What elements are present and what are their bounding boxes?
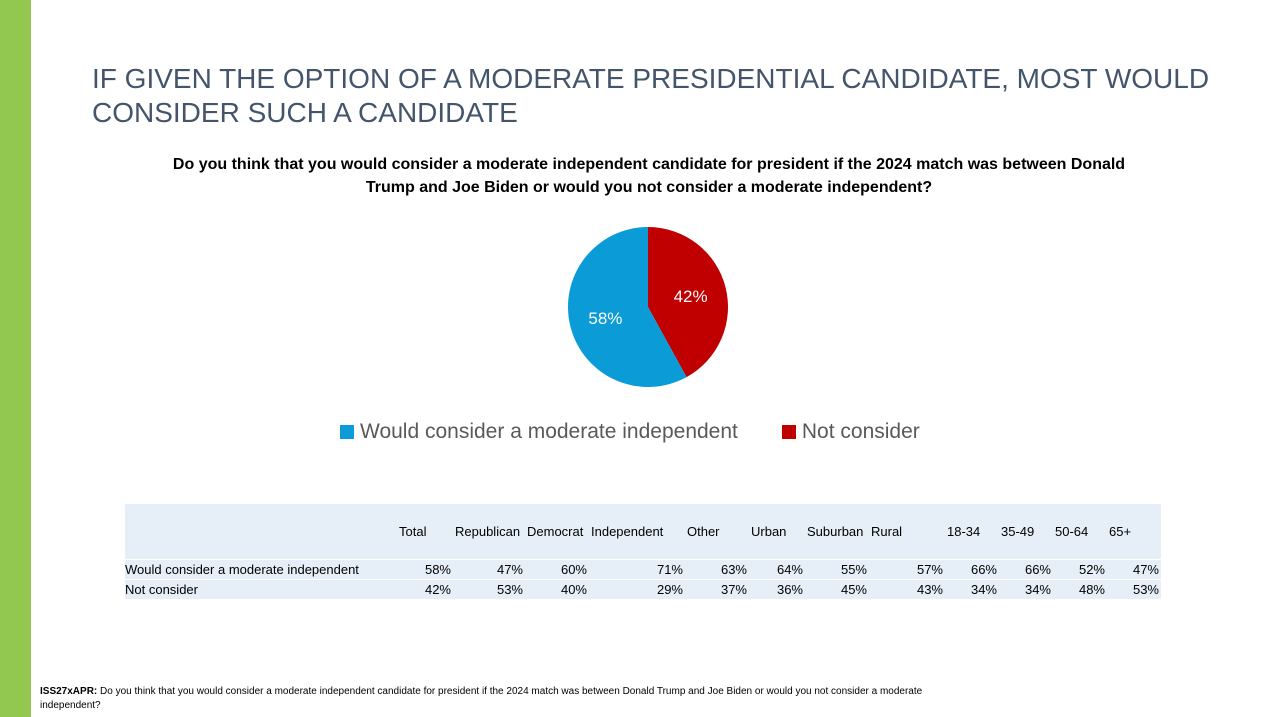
table-cell: 71%: [589, 559, 685, 580]
table-cell: 55%: [805, 559, 869, 580]
pie-chart: 42% 58%: [565, 224, 731, 390]
table-cell: 66%: [945, 559, 999, 580]
table-column-header: Suburban: [805, 504, 869, 560]
pie-slice-would-consider: [568, 227, 687, 387]
table-header-row: Total Republican Democrat Independent Other U…: [125, 504, 1161, 560]
legend-item: Not consider: [781, 420, 920, 444]
pie-svg: 42% 58%: [568, 227, 728, 387]
table-cell: 66%: [999, 559, 1053, 580]
table-cell: 47%: [453, 559, 525, 580]
table-cell: 58%: [397, 559, 453, 580]
table-column-header: 35-49: [999, 504, 1053, 560]
table-cell: 45%: [805, 579, 869, 599]
slide-title: IF GIVEN THE OPTION OF A MODERATE PRESID…: [92, 63, 1210, 128]
table-column-header: Independent: [589, 504, 685, 560]
pie-label-would-consider: 58%: [588, 309, 622, 328]
table-cell: 53%: [1107, 579, 1161, 599]
table-cell: 29%: [589, 579, 685, 599]
table-cell: 60%: [525, 559, 589, 580]
table-cell: 63%: [685, 559, 749, 580]
table-column-header: 18-34: [945, 504, 999, 560]
table-column-header: Republican: [453, 504, 525, 560]
table-cell: 64%: [749, 559, 805, 580]
table-column-header: Total: [397, 504, 453, 560]
table-row-label: Would consider a moderate independent: [125, 559, 397, 580]
pie-slice-not-consider: [648, 227, 728, 378]
footnote: ISS27xAPR: Do you think that you would c…: [40, 685, 940, 713]
table-column-header: 50-64: [1053, 504, 1107, 560]
table-row: Not consider 42% 53% 40% 29% 37% 36% 45% 43% 34% 3…: [125, 579, 1161, 599]
table-cell: 47%: [1107, 559, 1161, 580]
table-cell: 34%: [999, 579, 1053, 599]
legend-label: Would consider a moderate independent: [360, 420, 738, 443]
chart-legend: Would consider a moderate independent Not…: [340, 418, 964, 446]
crosstab-table-wrap: Total Republican Democrat Independent Other U…: [125, 504, 1161, 599]
table-row-label: Not consider: [125, 579, 397, 599]
survey-question: Do you think that you would consider a m…: [172, 156, 1126, 196]
table-cell: 53%: [453, 579, 525, 599]
footnote-text: Do you think that you would consider a m…: [40, 686, 923, 711]
table-column-header: Democrat: [525, 504, 589, 560]
accent-bar: [0, 0, 31, 717]
legend-swatch: [781, 425, 796, 439]
table-column-header: Urban: [749, 504, 805, 560]
table-header-blank: [125, 504, 397, 560]
table-cell: 57%: [869, 559, 945, 580]
table-cell: 52%: [1053, 559, 1107, 580]
pie-label-not-consider: 42%: [674, 287, 708, 306]
crosstab-table: Total Republican Democrat Independent Other U…: [125, 504, 1161, 599]
legend-item: Would consider a moderate independent: [340, 420, 738, 444]
table-cell: 36%: [749, 579, 805, 599]
table-cell: 43%: [869, 579, 945, 599]
legend-label: Not consider: [801, 420, 920, 443]
table-row: Would consider a moderate independent 58%…: [125, 559, 1161, 580]
table-column-header: Other: [685, 504, 749, 560]
table-cell: 34%: [945, 579, 999, 599]
table-cell: 37%: [685, 579, 749, 599]
table-cell: 40%: [525, 579, 589, 599]
footnote-code: ISS27xAPR:: [40, 686, 98, 697]
table-cell: 42%: [397, 579, 453, 599]
legend-swatch: [340, 425, 354, 439]
table-column-header: Rural: [869, 504, 945, 560]
table-cell: 48%: [1053, 579, 1107, 599]
table-column-header: 65+: [1107, 504, 1161, 560]
